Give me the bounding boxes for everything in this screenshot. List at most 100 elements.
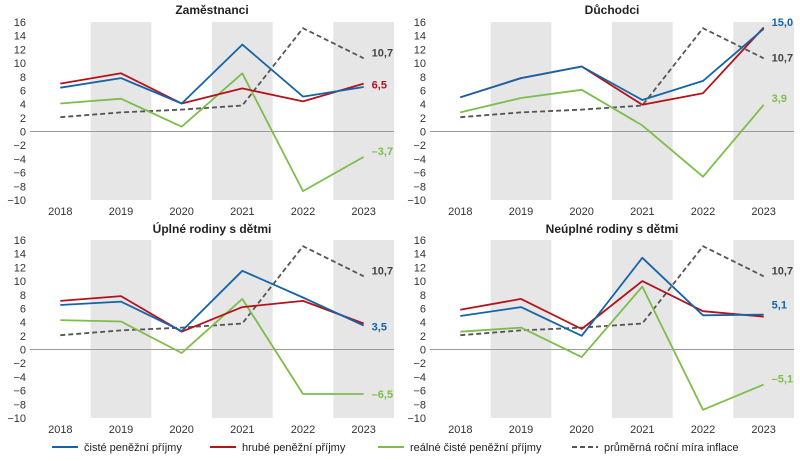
- panel-title: Důchodci: [585, 3, 640, 17]
- x-tick-label: 2021: [230, 424, 254, 436]
- y-tick-label: 8: [20, 290, 26, 302]
- y-tick-label: 8: [20, 72, 26, 84]
- y-tick-label: 8: [420, 290, 426, 302]
- data-label: 10,7: [772, 265, 793, 277]
- series-line-real-net-income: [460, 285, 765, 411]
- data-label: 5,1: [772, 300, 787, 312]
- x-tick-label: 2022: [291, 424, 315, 436]
- series-line-net-income: [460, 28, 765, 101]
- legend-label: průměrná roční míra inflace: [604, 442, 739, 454]
- y-tick-label: −2: [13, 140, 26, 152]
- shade-band: [333, 22, 394, 200]
- y-tick-label: 4: [20, 317, 26, 329]
- y-tick-label: 10: [414, 58, 426, 70]
- y-tick-label: −10: [7, 413, 26, 425]
- y-tick-label: 10: [414, 276, 426, 288]
- y-tick-label: 8: [420, 72, 426, 84]
- data-label: 10,7: [372, 47, 393, 59]
- y-tick-label: 12: [14, 44, 26, 56]
- y-tick-label: 16: [14, 235, 26, 247]
- y-tick-label: 2: [420, 331, 426, 343]
- y-tick-label: 4: [20, 99, 26, 111]
- x-tick-label: 2019: [109, 424, 133, 436]
- y-tick-label: 14: [14, 31, 26, 43]
- shade-band: [733, 240, 794, 418]
- shade-band: [212, 240, 273, 418]
- x-tick-label: 2018: [448, 424, 472, 436]
- panel-title: Úplné rodiny s dětmi: [153, 221, 272, 236]
- y-tick-label: 2: [420, 113, 426, 125]
- y-tick-label: 14: [14, 249, 26, 261]
- legend: čisté peněžní příjmy hrubé peněžní příjmy…: [52, 442, 739, 454]
- y-tick-label: 16: [14, 17, 26, 29]
- y-tick-label: 4: [420, 99, 426, 111]
- shade-band: [612, 22, 673, 200]
- series-line-net-income: [60, 269, 365, 333]
- x-tick-label: 2022: [291, 206, 315, 218]
- x-tick-label: 2022: [691, 206, 715, 218]
- x-tick-label: 2019: [109, 206, 133, 218]
- series-line-net-income: [60, 43, 364, 105]
- shade-band: [333, 240, 394, 418]
- data-label: 3,5: [372, 322, 387, 334]
- x-tick-label: 2018: [48, 424, 72, 436]
- x-tick-label: 2020: [169, 206, 193, 218]
- legend-item: čisté peněžní příjmy: [52, 442, 182, 454]
- legend-label: reálné čisté peněžní příjmy: [410, 442, 542, 454]
- x-tick-label: 2021: [630, 206, 654, 218]
- y-tick-label: 12: [414, 44, 426, 56]
- y-tick-label: −4: [13, 372, 26, 384]
- panel-title: Zaměstnanci: [175, 3, 248, 17]
- y-tick-label: −2: [13, 358, 26, 370]
- series-line-inflation: [60, 27, 365, 119]
- y-tick-label: 0: [20, 345, 26, 357]
- x-tick-label: 2023: [751, 206, 775, 218]
- y-tick-label: 6: [20, 85, 26, 97]
- series-line-inflation: [460, 245, 765, 337]
- data-label: –5,1: [772, 373, 793, 385]
- series-line-gross-income: [460, 280, 764, 330]
- y-tick-label: 14: [414, 31, 426, 43]
- panel-title: Neúplné rodiny s dětmi: [546, 222, 679, 236]
- y-tick-label: −4: [13, 154, 26, 166]
- x-tick-label: 2023: [751, 424, 775, 436]
- y-tick-label: −2: [413, 358, 426, 370]
- legend-label: čisté peněžní příjmy: [84, 442, 182, 454]
- y-tick-label: −8: [13, 181, 26, 193]
- series-line-real-net-income: [60, 72, 365, 193]
- y-tick-label: 12: [14, 262, 26, 274]
- series-line-net-income: [460, 256, 764, 337]
- y-tick-label: 6: [420, 85, 426, 97]
- y-tick-label: −4: [413, 154, 426, 166]
- y-tick-label: 0: [420, 345, 426, 357]
- data-label: 15,0: [772, 17, 793, 29]
- y-tick-label: −10: [407, 195, 426, 207]
- y-tick-label: 2: [20, 331, 26, 343]
- series-line-gross-income: [60, 295, 365, 333]
- y-tick-label: 6: [20, 303, 26, 315]
- y-tick-label: 14: [414, 249, 426, 261]
- y-tick-label: −10: [7, 195, 26, 207]
- shade-band: [212, 22, 273, 200]
- series-line-real-net-income: [460, 88, 765, 178]
- y-tick-label: −8: [413, 181, 426, 193]
- y-tick-label: 4: [420, 317, 426, 329]
- y-tick-label: 6: [420, 303, 426, 315]
- y-tick-label: −6: [413, 168, 426, 180]
- legend-label: hrubé peněžní příjmy: [242, 442, 346, 454]
- x-tick-label: 2023: [351, 206, 375, 218]
- y-tick-label: −10: [407, 413, 426, 425]
- x-tick-label: 2019: [509, 206, 533, 218]
- legend-item: reálné čisté peněžní příjmy: [378, 442, 542, 454]
- x-tick-label: 2023: [351, 424, 375, 436]
- data-label: –3,7: [372, 146, 393, 158]
- x-tick-label: 2021: [230, 206, 254, 218]
- x-tick-label: 2018: [48, 206, 72, 218]
- y-tick-label: 0: [20, 127, 26, 139]
- x-tick-label: 2022: [691, 424, 715, 436]
- y-tick-label: −8: [13, 399, 26, 411]
- data-label: –6,5: [372, 389, 393, 401]
